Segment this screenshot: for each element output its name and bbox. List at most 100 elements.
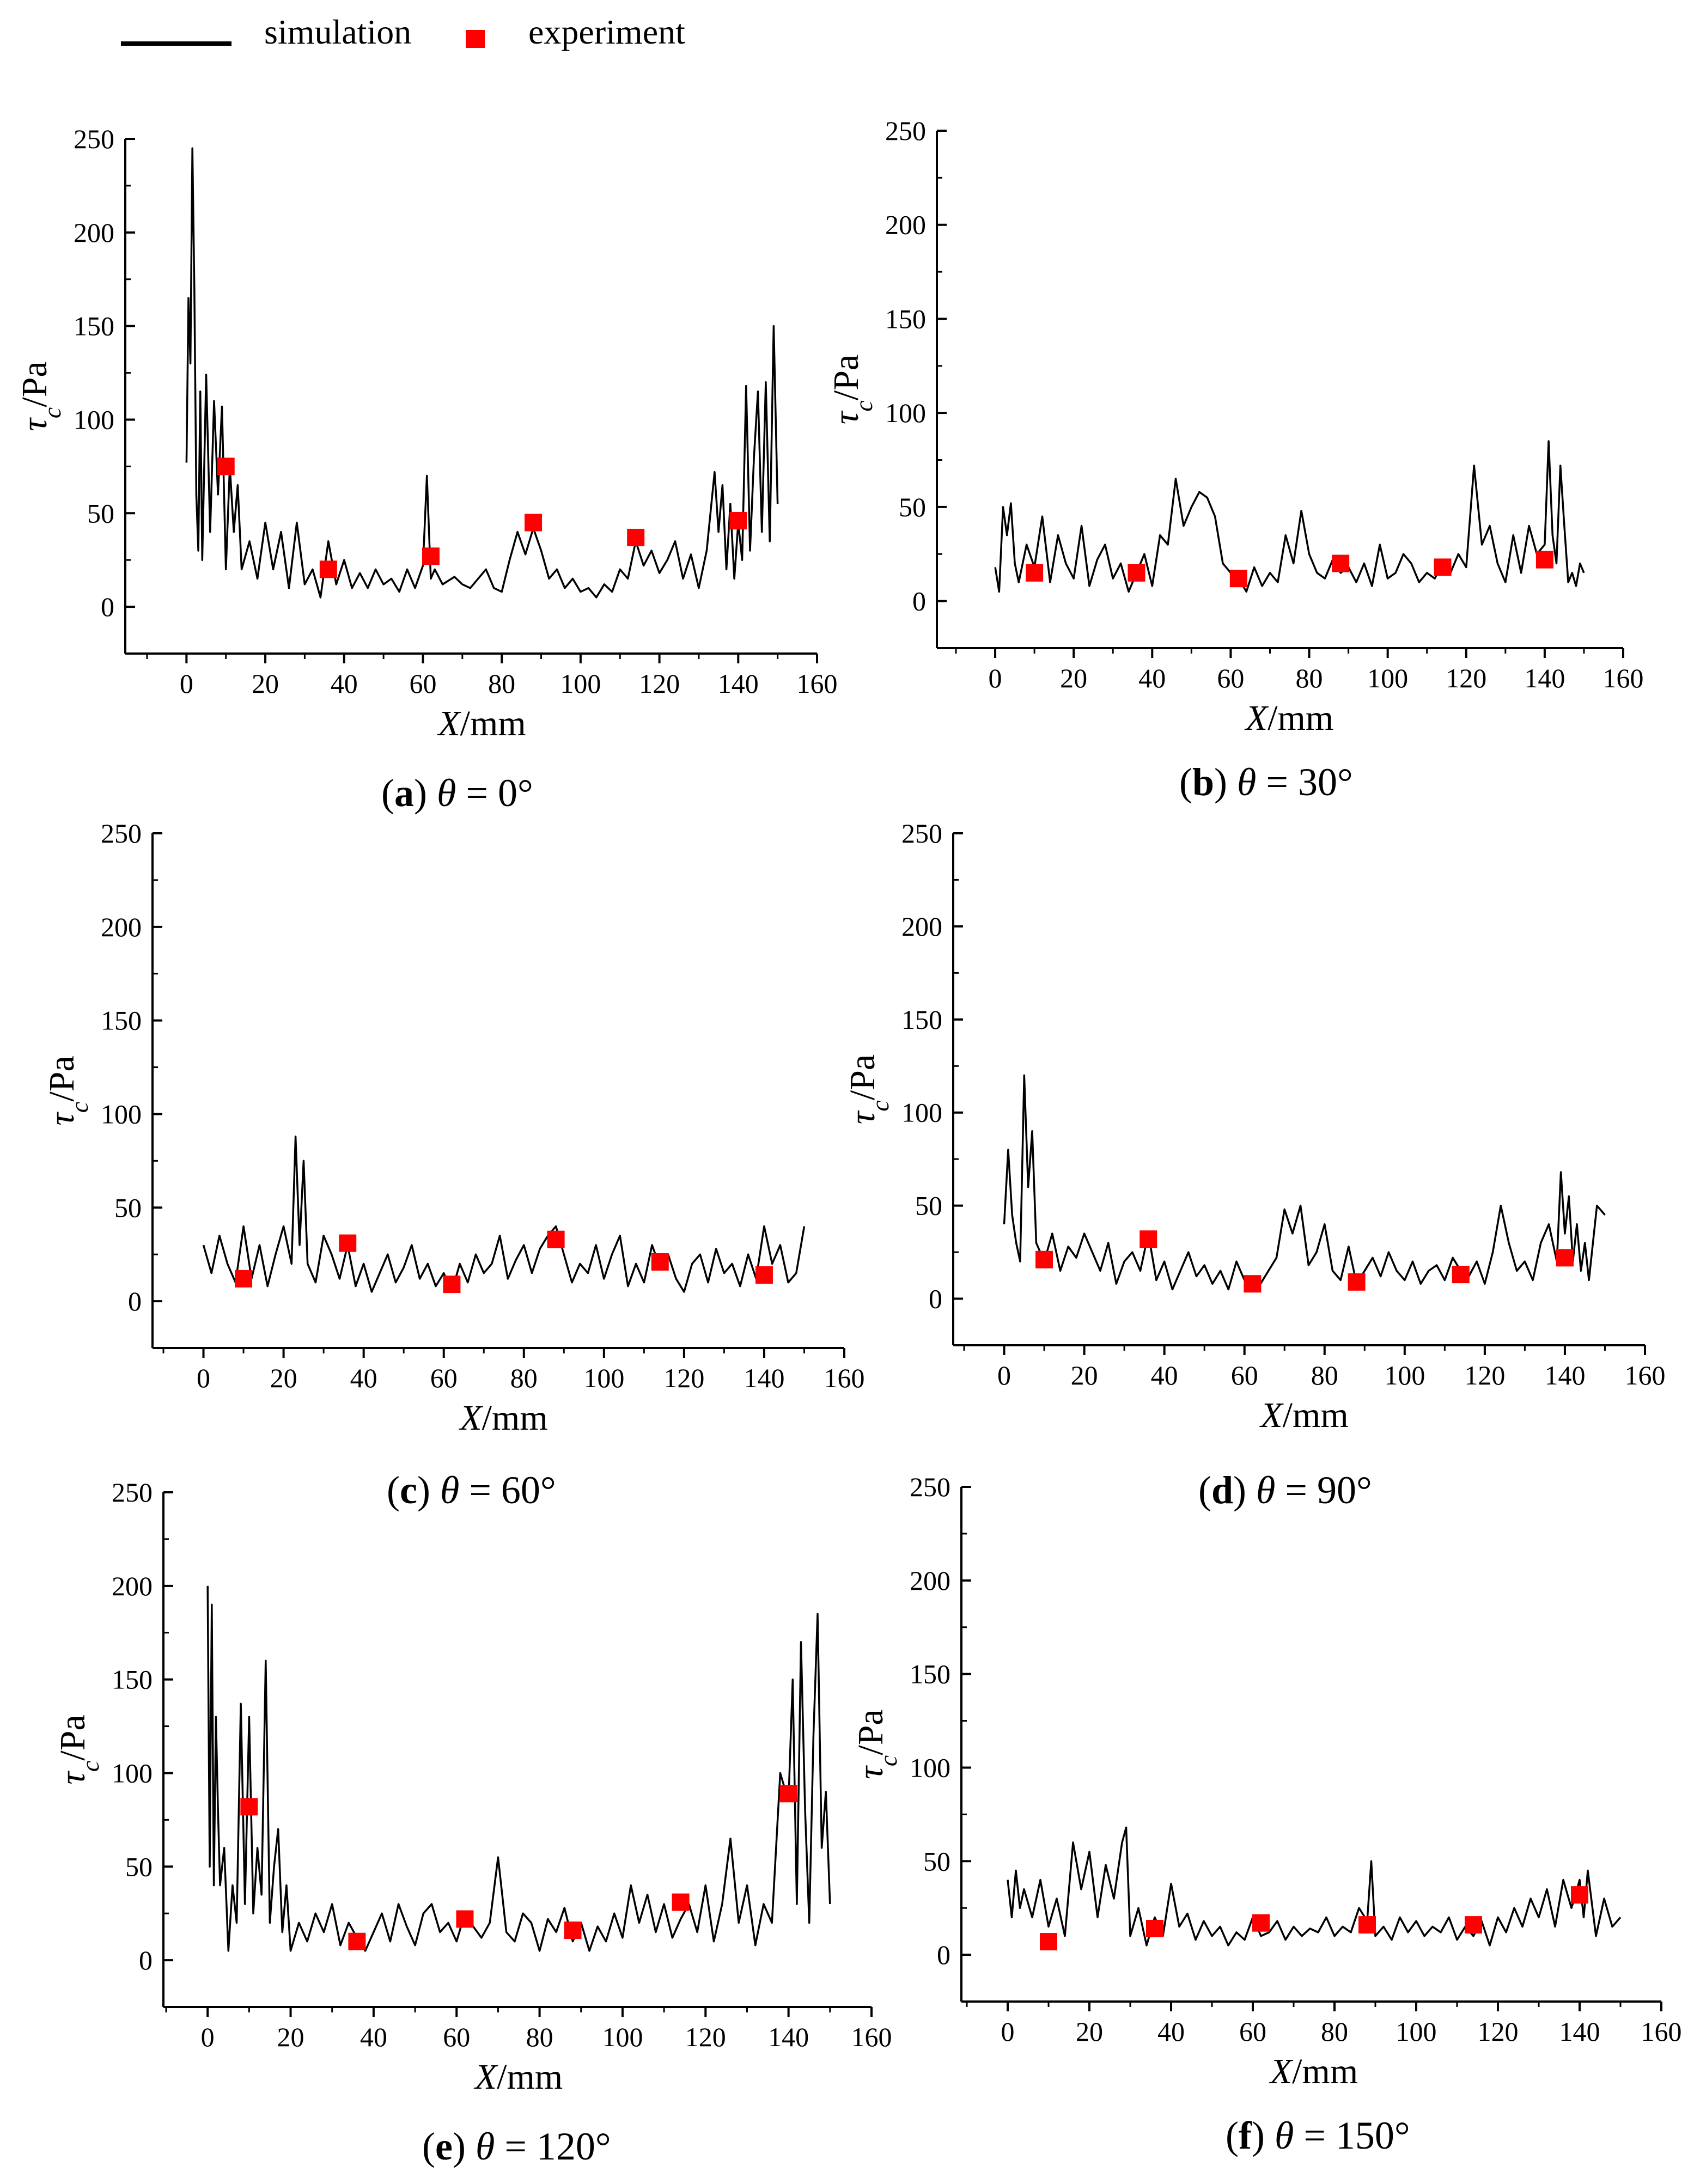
y-tick-label: 0 [912, 586, 926, 617]
y-tick-label: 100 [112, 1758, 153, 1788]
chart-panel-b: 0 50 100 150 200 250 0 20 40 60 80 100 120 140 160 X/mm… [826, 115, 1644, 804]
x-tick-label: 120 [639, 668, 680, 699]
y-tick-label: 0 [139, 1945, 153, 1975]
experiment-point [319, 560, 337, 578]
y-tick-label: 100 [885, 398, 926, 428]
chart-panel-c: 0 50 100 150 200 250 0 20 40 60 80 100 120 140 160 X/mm… [42, 818, 865, 1512]
x-tick-label: 80 [1311, 1360, 1338, 1390]
x-axis-title: X/mm [458, 1398, 547, 1438]
x-tick-label: 60 [1217, 663, 1244, 693]
y-axis-title: τc/Pa [53, 1715, 104, 1784]
y-axis-title: τc/Pa [15, 361, 66, 431]
panel-caption: (d) θ = 90° [1198, 1468, 1372, 1512]
experiment-point [1452, 1266, 1470, 1284]
y-axis-title: τc/Pa [843, 1054, 894, 1124]
experiment-point [1535, 551, 1553, 569]
x-tick-label: 80 [510, 1363, 538, 1393]
experiment-point [1040, 1933, 1057, 1951]
y-tick-label: 250 [910, 1472, 950, 1502]
panel-caption: (b) θ = 30° [1179, 760, 1353, 804]
x-tick-label: 20 [1060, 663, 1087, 693]
y-tick-label: 150 [910, 1659, 950, 1689]
experiment-point [651, 1253, 669, 1271]
experiment-point [348, 1932, 366, 1950]
chart-panel-f: 0 50 100 150 200 250 0 20 40 60 80 100 120 140 160 X/mm… [851, 1472, 1682, 2157]
experiment-point [339, 1234, 357, 1252]
x-axis-title: X/mm [1269, 2052, 1358, 2091]
x-tick-label: 160 [824, 1363, 865, 1393]
x-tick-label: 40 [360, 2022, 387, 2052]
y-tick-label: 250 [112, 1477, 153, 1508]
experiment-point [240, 1798, 258, 1816]
experiment-point [779, 1785, 797, 1803]
y-tick-label: 50 [923, 1846, 950, 1876]
experiment-point [422, 547, 440, 565]
y-tick-label: 0 [937, 1939, 950, 1970]
experiment-point [525, 514, 543, 532]
experiment-point [1252, 1914, 1270, 1932]
experiment-point [443, 1276, 461, 1294]
x-tick-label: 0 [1001, 2016, 1015, 2047]
x-tick-label: 100 [602, 2022, 643, 2052]
x-tick-label: 140 [1524, 663, 1565, 693]
x-tick-label: 60 [1239, 2016, 1266, 2047]
experiment-point [1348, 1273, 1366, 1291]
x-tick-label: 0 [197, 1363, 210, 1393]
x-tick-label: 60 [443, 2022, 470, 2052]
simulation-line [185, 147, 779, 599]
experiment-point [217, 457, 235, 475]
x-tick-label: 80 [1296, 663, 1323, 693]
experiment-point [1229, 570, 1247, 588]
simulation-line [994, 440, 1585, 593]
y-tick-label: 250 [885, 115, 926, 146]
chart-panel-a: 0 50 100 150 200 250 0 20 40 60 80 100 120 140 160 X/mm… [15, 124, 838, 815]
simulation-line [206, 1585, 831, 1952]
y-tick-label: 250 [101, 818, 142, 849]
x-tick-label: 40 [1151, 1360, 1178, 1390]
x-tick-label: 40 [350, 1363, 377, 1393]
legend-simulation-label: simulation [264, 13, 411, 51]
y-tick-label: 200 [885, 210, 926, 240]
y-tick-label: 200 [74, 217, 114, 248]
x-tick-label: 160 [1625, 1360, 1666, 1390]
x-tick-label: 40 [331, 668, 358, 699]
legend-experiment-swatch [466, 30, 485, 48]
experiment-point [1140, 1230, 1157, 1248]
x-tick-label: 100 [1367, 663, 1408, 693]
experiment-point [729, 512, 747, 530]
x-tick-label: 120 [1464, 1360, 1505, 1390]
experiment-point [456, 1910, 474, 1928]
experiment-point [1556, 1249, 1574, 1267]
y-axis-title: τc/Pa [851, 1709, 902, 1779]
y-tick-label: 100 [101, 1099, 142, 1129]
panel-caption: (c) θ = 60° [387, 1468, 556, 1512]
x-tick-label: 0 [989, 663, 1002, 693]
y-tick-label: 200 [910, 1565, 950, 1596]
x-tick-label: 20 [277, 2022, 304, 2052]
x-tick-label: 120 [663, 1363, 704, 1393]
x-tick-label: 140 [718, 668, 759, 699]
experiment-point [235, 1270, 253, 1288]
y-tick-label: 200 [101, 912, 142, 942]
x-tick-label: 140 [1544, 1360, 1585, 1390]
experiment-point [1035, 1250, 1053, 1268]
y-tick-label: 200 [901, 911, 942, 942]
experiment-point [547, 1230, 565, 1248]
chart-panel-d: 0 50 100 150 200 250 0 20 40 60 80 100 120 140 160 X/mm… [843, 818, 1666, 1512]
y-tick-label: 0 [929, 1284, 942, 1314]
experiment-point [1146, 1919, 1163, 1937]
y-tick-label: 100 [910, 1752, 950, 1783]
y-tick-label: 150 [74, 311, 114, 341]
y-tick-label: 50 [915, 1191, 942, 1221]
y-tick-label: 250 [74, 124, 114, 154]
experiment-point [1244, 1275, 1262, 1293]
x-tick-label: 20 [270, 1363, 297, 1393]
x-axis-title: X/mm [436, 704, 526, 743]
experiment-point [672, 1893, 690, 1911]
x-tick-label: 60 [430, 1363, 458, 1393]
chart-panel-e: 0 50 100 150 200 250 0 20 40 60 80 100 120 140 160 X/mm… [53, 1477, 892, 2168]
y-tick-label: 150 [901, 1004, 942, 1035]
x-tick-label: 0 [201, 2022, 215, 2052]
x-tick-label: 120 [1478, 2016, 1519, 2047]
